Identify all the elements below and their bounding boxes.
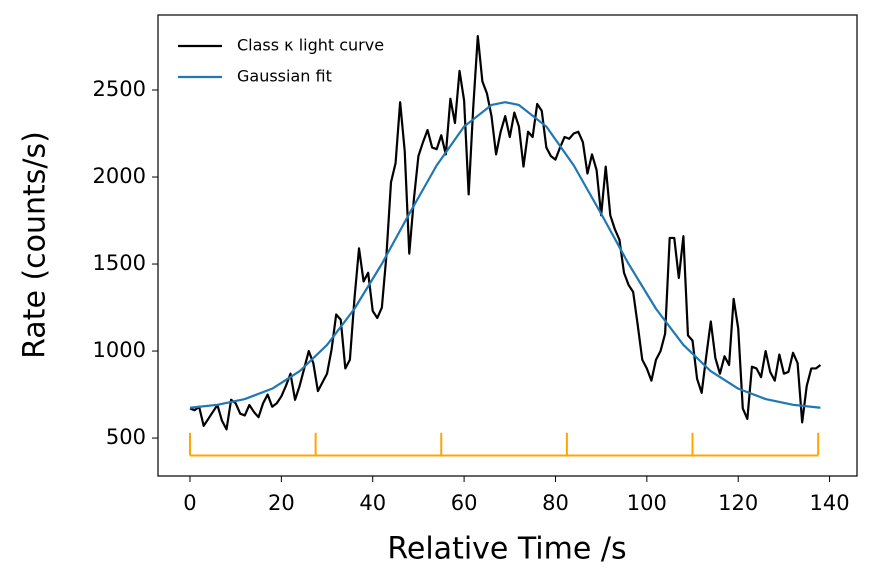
x-tick-label: 20: [268, 491, 295, 515]
y-tick-label: 2500: [93, 77, 146, 101]
series-line: [189, 101, 821, 409]
x-tick-label: 0: [183, 491, 196, 515]
y-tick-label: 1000: [93, 338, 146, 362]
x-tick-label: 100: [627, 491, 667, 515]
x-tick-label: 60: [451, 491, 478, 515]
x-tick-label: 120: [718, 491, 758, 515]
x-tick-label: 40: [359, 491, 386, 515]
y-tick-label: 1500: [93, 251, 146, 275]
legend-label: Class κ light curve: [237, 36, 384, 55]
y-axis-label: Rate (counts/s): [18, 131, 53, 359]
plot-frame: [157, 14, 858, 477]
y-tick-label: 2000: [93, 164, 146, 188]
y-tick-label: 500: [106, 425, 146, 449]
x-tick-label: 140: [810, 491, 850, 515]
series-line: [189, 34, 822, 431]
legend-label: Gaussian fit: [237, 67, 332, 86]
x-tick-label: 80: [542, 491, 569, 515]
x-axis-label: Relative Time /s: [387, 532, 626, 567]
